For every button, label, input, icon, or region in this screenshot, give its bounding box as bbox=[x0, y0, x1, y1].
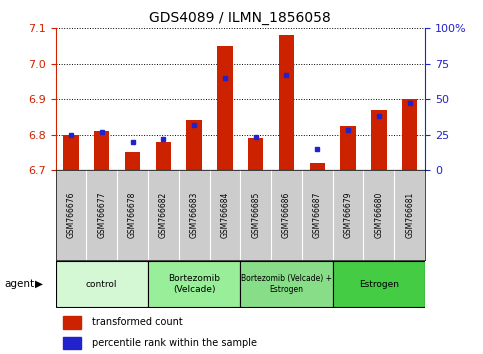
Text: agent: agent bbox=[5, 279, 35, 289]
Bar bbox=[371, 110, 386, 170]
Text: Estrogen: Estrogen bbox=[359, 280, 399, 289]
Text: GSM766677: GSM766677 bbox=[97, 192, 106, 238]
Bar bbox=[63, 316, 82, 329]
Text: GSM766676: GSM766676 bbox=[67, 192, 75, 238]
Bar bbox=[63, 337, 82, 349]
Text: GSM766685: GSM766685 bbox=[251, 192, 260, 238]
Bar bbox=[341, 126, 356, 170]
Text: GSM766678: GSM766678 bbox=[128, 192, 137, 238]
Text: Bortezomib (Velcade) +
Estrogen: Bortezomib (Velcade) + Estrogen bbox=[241, 274, 332, 294]
Text: transformed count: transformed count bbox=[93, 317, 183, 327]
FancyBboxPatch shape bbox=[333, 261, 425, 307]
Bar bbox=[186, 120, 202, 170]
Text: ▶: ▶ bbox=[35, 279, 43, 289]
Bar bbox=[279, 35, 294, 170]
Bar bbox=[63, 135, 79, 170]
Text: control: control bbox=[86, 280, 117, 289]
FancyBboxPatch shape bbox=[240, 261, 333, 307]
Bar bbox=[125, 152, 140, 170]
Text: GSM766682: GSM766682 bbox=[159, 192, 168, 238]
Text: percentile rank within the sample: percentile rank within the sample bbox=[93, 338, 257, 348]
Bar bbox=[217, 46, 233, 170]
Bar bbox=[310, 163, 325, 170]
Bar bbox=[94, 131, 110, 170]
Bar bbox=[156, 142, 171, 170]
Text: GSM766680: GSM766680 bbox=[374, 192, 384, 238]
Text: GSM766686: GSM766686 bbox=[282, 192, 291, 238]
FancyBboxPatch shape bbox=[56, 261, 148, 307]
Bar bbox=[402, 99, 417, 170]
Text: Bortezomib
(Velcade): Bortezomib (Velcade) bbox=[168, 274, 220, 294]
Text: GSM766679: GSM766679 bbox=[343, 192, 353, 238]
Text: GSM766681: GSM766681 bbox=[405, 192, 414, 238]
Text: GSM766684: GSM766684 bbox=[220, 192, 229, 238]
FancyBboxPatch shape bbox=[148, 261, 240, 307]
Text: GDS4089 / ILMN_1856058: GDS4089 / ILMN_1856058 bbox=[149, 11, 331, 25]
Bar bbox=[248, 138, 263, 170]
Text: GSM766687: GSM766687 bbox=[313, 192, 322, 238]
Text: GSM766683: GSM766683 bbox=[190, 192, 199, 238]
